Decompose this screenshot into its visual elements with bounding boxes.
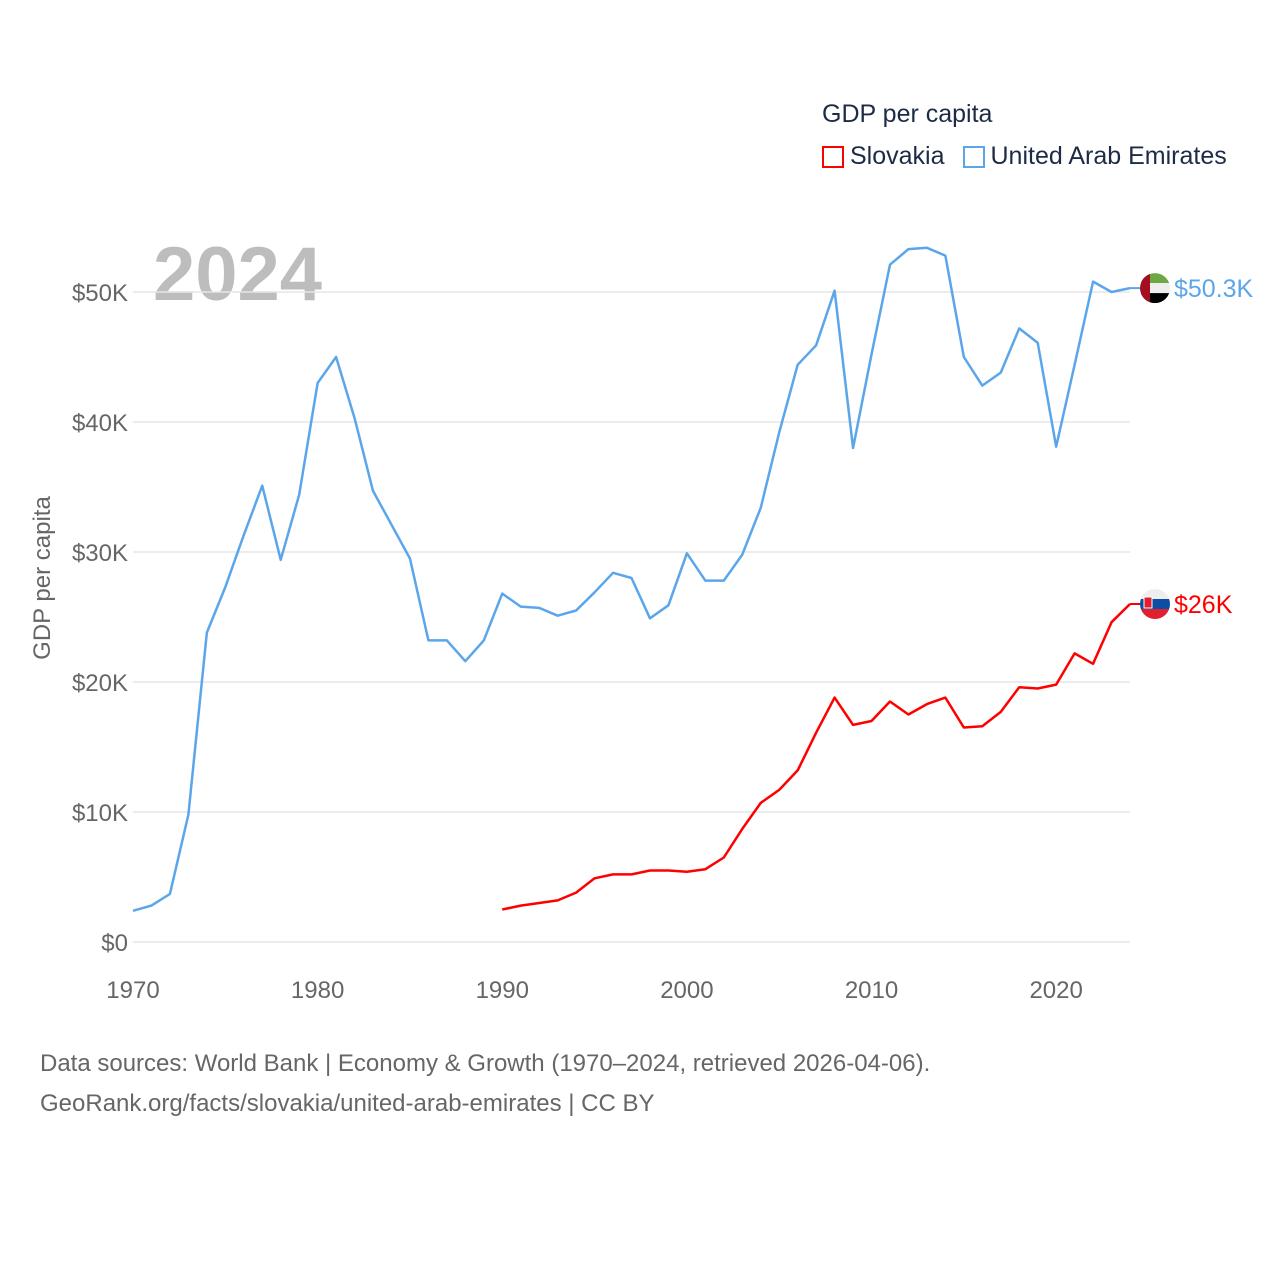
legend-label-slovakia: Slovakia (850, 142, 945, 170)
y-axis-label: GDP per capita (29, 496, 56, 660)
legend-swatch-uae (962, 145, 985, 168)
legend-label-uae: United Arab Emirates (990, 142, 1227, 170)
series-line-uae (132, 246, 1131, 913)
x-tick-label: 2020 (1029, 977, 1082, 1004)
y-tick-label: $40K (72, 410, 128, 437)
legend-item-uae[interactable]: United Arab Emirates (962, 142, 1227, 171)
year-watermark: 2024 (153, 232, 322, 317)
footer-sources: Data sources: World Bank | Economy & Gro… (40, 1050, 931, 1077)
y-tick-label: $10K (72, 800, 128, 827)
y-tick-label: $50K (72, 280, 128, 307)
series-line-slovakia (502, 603, 1131, 911)
end-value-label: $26K (1174, 591, 1233, 619)
y-tick-label: $20K (72, 670, 128, 697)
legend: Slovakia United Arab Emirates (822, 142, 1227, 171)
y-tick-label: $30K (72, 540, 128, 567)
footer-link[interactable]: GeoRank.org/facts/slovakia/united-arab-e… (40, 1090, 655, 1117)
footer: Data sources: World Bank | Economy & Gro… (40, 1044, 930, 1124)
x-tick-label: 1980 (291, 977, 344, 1004)
y-tick-label: $0 (101, 930, 128, 957)
legend-swatch-slovakia (822, 145, 844, 168)
legend-title: GDP per capita (822, 100, 993, 128)
x-tick-label: 2010 (845, 977, 898, 1004)
x-tick-label: 1970 (106, 977, 159, 1004)
legend-item-slovakia[interactable]: Slovakia (822, 142, 945, 171)
uae-flag-icon (1140, 273, 1170, 304)
x-tick-label: 2000 (660, 977, 713, 1004)
slovakia-flag-icon (1140, 589, 1170, 619)
end-value-label: $50.3K (1174, 275, 1254, 303)
x-tick-label: 1990 (476, 977, 529, 1004)
